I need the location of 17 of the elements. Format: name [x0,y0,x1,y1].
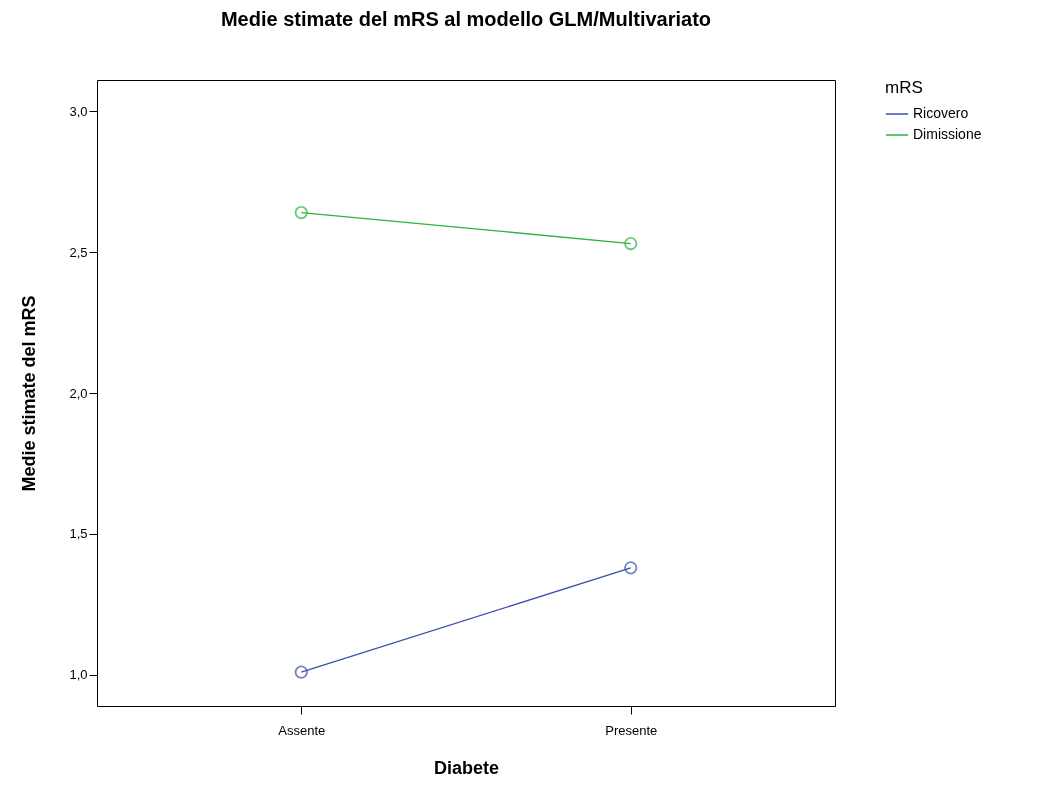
y-tick-label: 3,0 [69,103,88,119]
y-tick-label: 1,0 [69,667,88,683]
point [294,205,308,220]
y-tick-label: 1,5 [69,526,88,542]
x-tick-label: Assente [278,722,326,738]
point [294,665,308,679]
x-axis-title: Diabete [433,757,500,778]
point [624,561,638,575]
legend-title: mRS [885,78,923,97]
y-tick-label: 2,0 [69,385,88,401]
legend-label: Dimissione [913,126,982,142]
legend-label: Ricovero [913,105,969,121]
chart-title: Medie stimate del mRS al modello GLM/Multivariato [220,8,712,30]
point [624,236,638,251]
y-tick-label: 2,5 [69,244,88,260]
x-tick-label: Presente [605,722,658,738]
y-axis-title: Medie stimate del mRS [19,295,40,492]
